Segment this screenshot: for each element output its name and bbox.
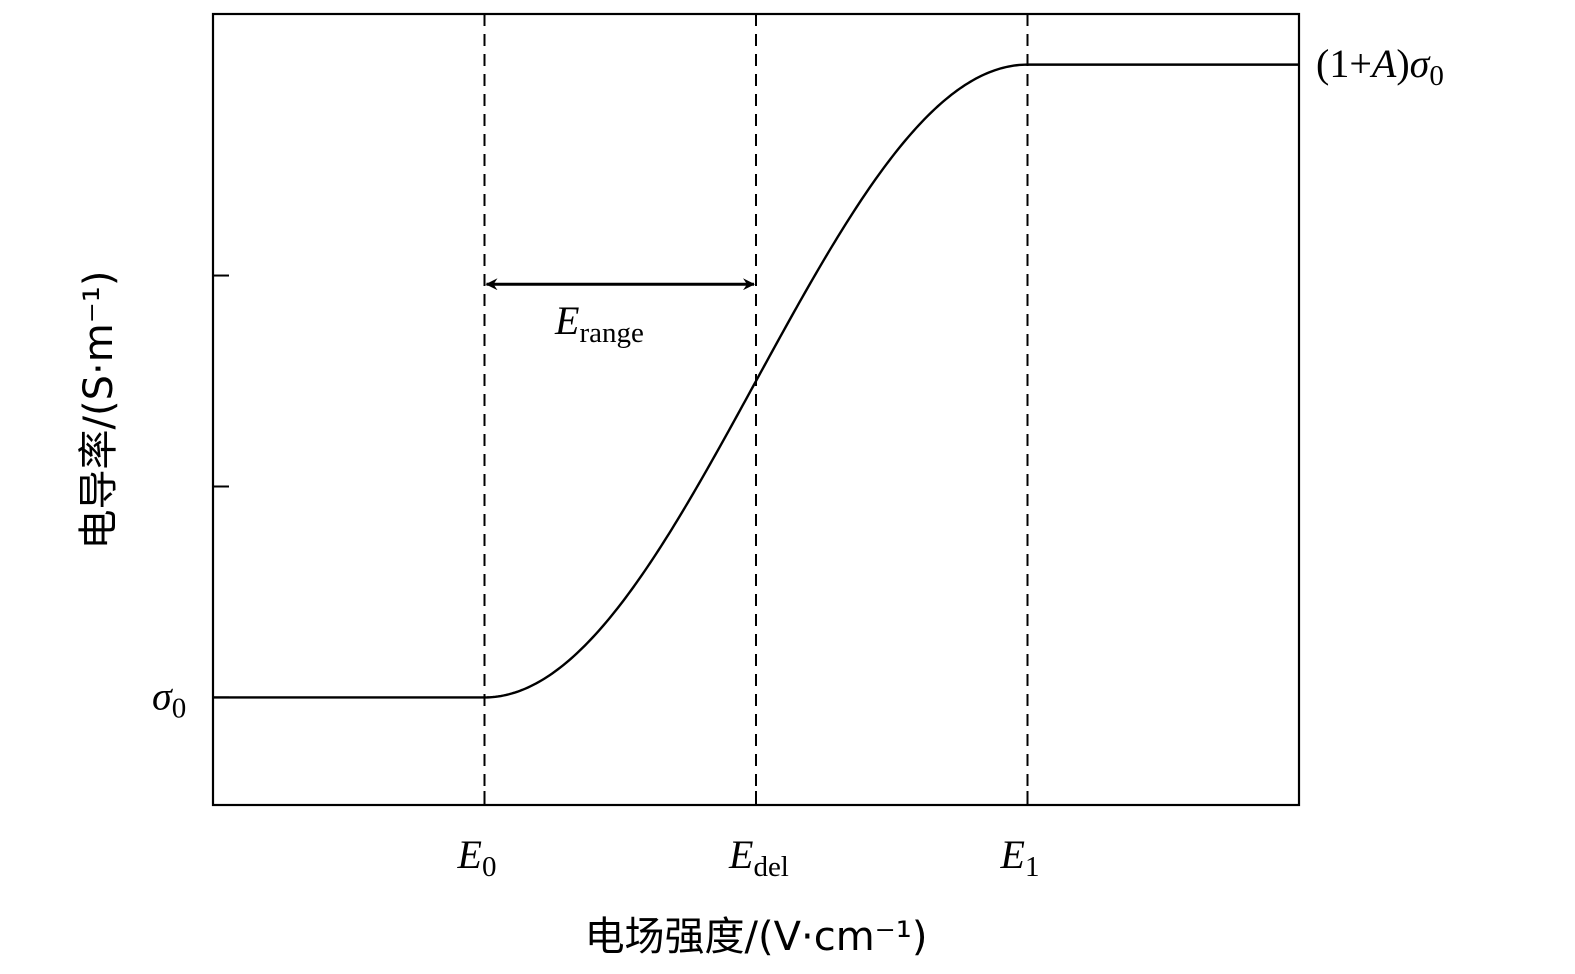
right-label-mid: ) [1396,41,1409,86]
right-label-prefix: (1+ [1316,41,1372,86]
series-group [213,63,1299,699]
x-tick-label-sub-2: 1 [1025,851,1040,883]
y-tick-label-0: σ0 [152,673,186,724]
x-tick-label-base-2: E [1000,832,1025,877]
right-label-var: A [1369,41,1397,86]
range-label-sub: range [579,317,643,349]
x-tick-label-base-1: E [728,832,753,877]
x-tick-label-0: E0 [457,832,497,883]
x-tick-label-1: Edel [728,832,789,883]
x-axis-title: 电场强度/(V·cm⁻¹) [585,914,928,960]
x-tick-label-sub-0: 0 [482,851,497,883]
y-tick-label-base-0: σ [152,673,173,718]
dashed-reference-lines [483,14,1029,805]
y-tick-label-sub-0: 0 [172,692,187,724]
right-level-label: (1+A)σ0 [1316,41,1444,92]
series-line-0 [213,63,1299,699]
range-label-base: E [554,298,579,343]
right-label-sub: 0 [1429,60,1444,92]
x-tick-label-2: E1 [1000,832,1040,883]
x-tick-label-sub-1: del [753,851,788,883]
y-axis-title: 电导率/(S·m⁻¹) [76,271,122,550]
y-axis-ticks [213,274,229,699]
right-label-base: σ [1410,41,1431,86]
x-tick-label-base-0: E [457,832,482,877]
range-label: Erange [554,298,644,349]
plot-frame [211,12,1301,807]
